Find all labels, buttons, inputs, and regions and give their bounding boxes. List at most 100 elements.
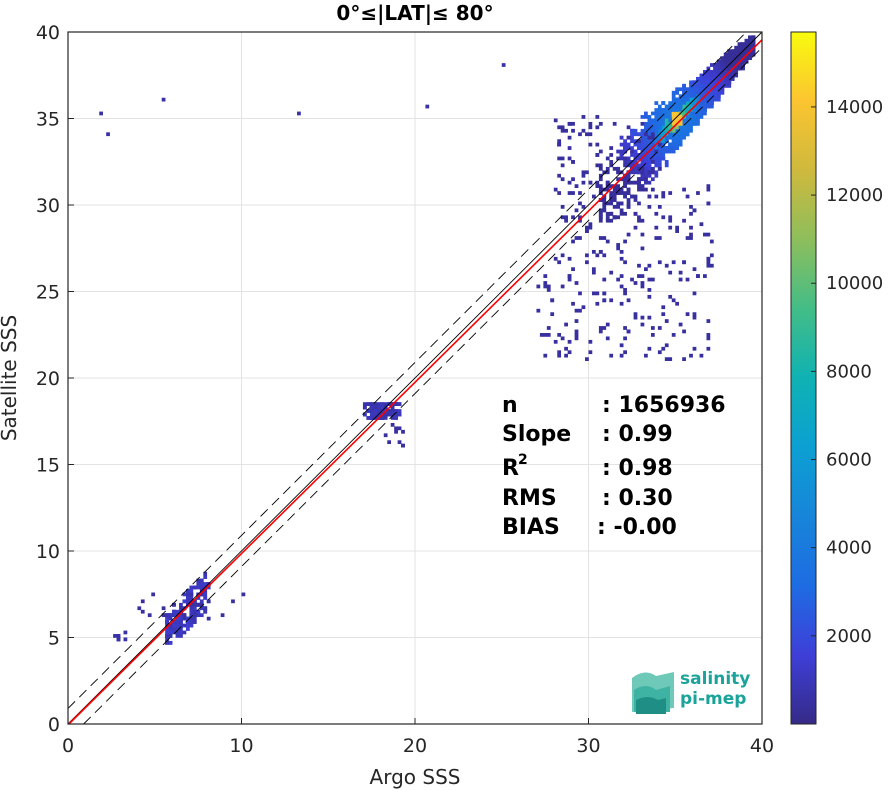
density-cell [657,236,662,240]
density-cell [741,52,745,57]
density-cell [720,59,725,64]
density-cell [626,177,631,182]
density-cell [675,104,680,109]
density-cell [633,194,638,199]
density-cell [685,94,690,99]
density-cell [623,180,627,185]
density-cell [727,80,732,85]
density-cell [168,640,173,645]
density-cell [675,135,680,140]
density-cell [709,263,714,268]
density-cell [567,277,572,282]
density-cell [595,163,600,168]
density-cell [543,353,548,358]
density-cell [179,623,183,628]
density-cell [571,128,575,133]
density-cell [598,208,603,213]
density-cell [557,353,562,358]
density-cell [623,177,627,182]
density-cell [716,97,721,102]
density-cell [734,66,739,71]
density-cell [640,173,645,178]
density-cell [623,288,627,292]
density-cell [595,180,600,185]
density-cell [647,163,652,168]
density-cell [539,333,544,337]
density-cell [598,184,603,188]
density-cell [682,357,686,361]
density-cell [564,353,568,358]
y-tick-label: 30 [36,195,60,217]
density-cell [588,339,593,344]
density-cell [175,609,180,614]
density-cell [661,153,666,157]
density-cell [585,132,589,137]
density-cell [657,149,662,154]
density-cell [644,267,648,272]
density-cell [619,353,624,358]
stat-r2-superscript: 2 [518,452,528,468]
density-cell [654,170,659,175]
density-cell [720,66,725,71]
density-cell [609,163,614,168]
density-cell [654,160,659,164]
stat-r2-label: R [502,456,519,481]
density-cell [650,170,655,175]
density-cell [671,115,676,119]
density-cell [203,582,208,586]
density-cell [664,118,669,123]
density-cell [699,87,704,92]
density-cell [720,63,725,67]
density-cell [696,76,700,81]
density-cell [727,73,732,78]
density-cell [741,45,745,50]
density-cell [682,187,686,192]
density-cell [675,87,680,92]
density-cell [581,115,586,119]
density-cell [689,125,693,130]
density-cell [616,246,621,251]
density-cell [734,70,739,74]
density-cell [678,108,683,112]
density-cell [165,616,169,621]
density-cell [654,118,659,123]
density-cell [692,121,697,126]
density-cell [564,215,568,220]
density-cell [706,333,711,337]
density-cell [644,180,648,185]
density-cell [640,115,645,119]
density-cell [168,613,173,618]
density-cell [185,620,190,624]
density-cell [206,585,211,590]
density-cell [199,606,204,611]
density-cell [668,111,673,116]
density-cell [696,90,700,95]
density-cell [689,225,693,230]
density-cell [685,312,690,317]
density-cell [571,267,575,272]
density-cell [598,211,603,216]
density-cell [571,121,575,126]
density-cell [567,256,572,261]
density-cell [390,405,395,410]
density-cell [619,135,624,140]
density-cell [703,111,707,116]
density-cell [644,160,648,164]
density-cell [602,205,607,209]
density-cell [362,405,367,410]
density-cell [609,211,614,216]
density-cell [362,412,367,417]
density-cell [598,236,603,240]
density-cell [387,412,392,417]
density-cell [182,592,187,597]
density-cell [630,132,634,137]
density-cell [647,146,652,150]
density-cell [626,329,631,334]
density-cell [682,101,686,105]
density-cell [585,170,589,175]
density-cell [598,173,603,178]
density-cell [744,38,749,43]
density-cell [581,180,586,185]
density-cell [602,326,607,330]
density-cell [637,184,641,188]
